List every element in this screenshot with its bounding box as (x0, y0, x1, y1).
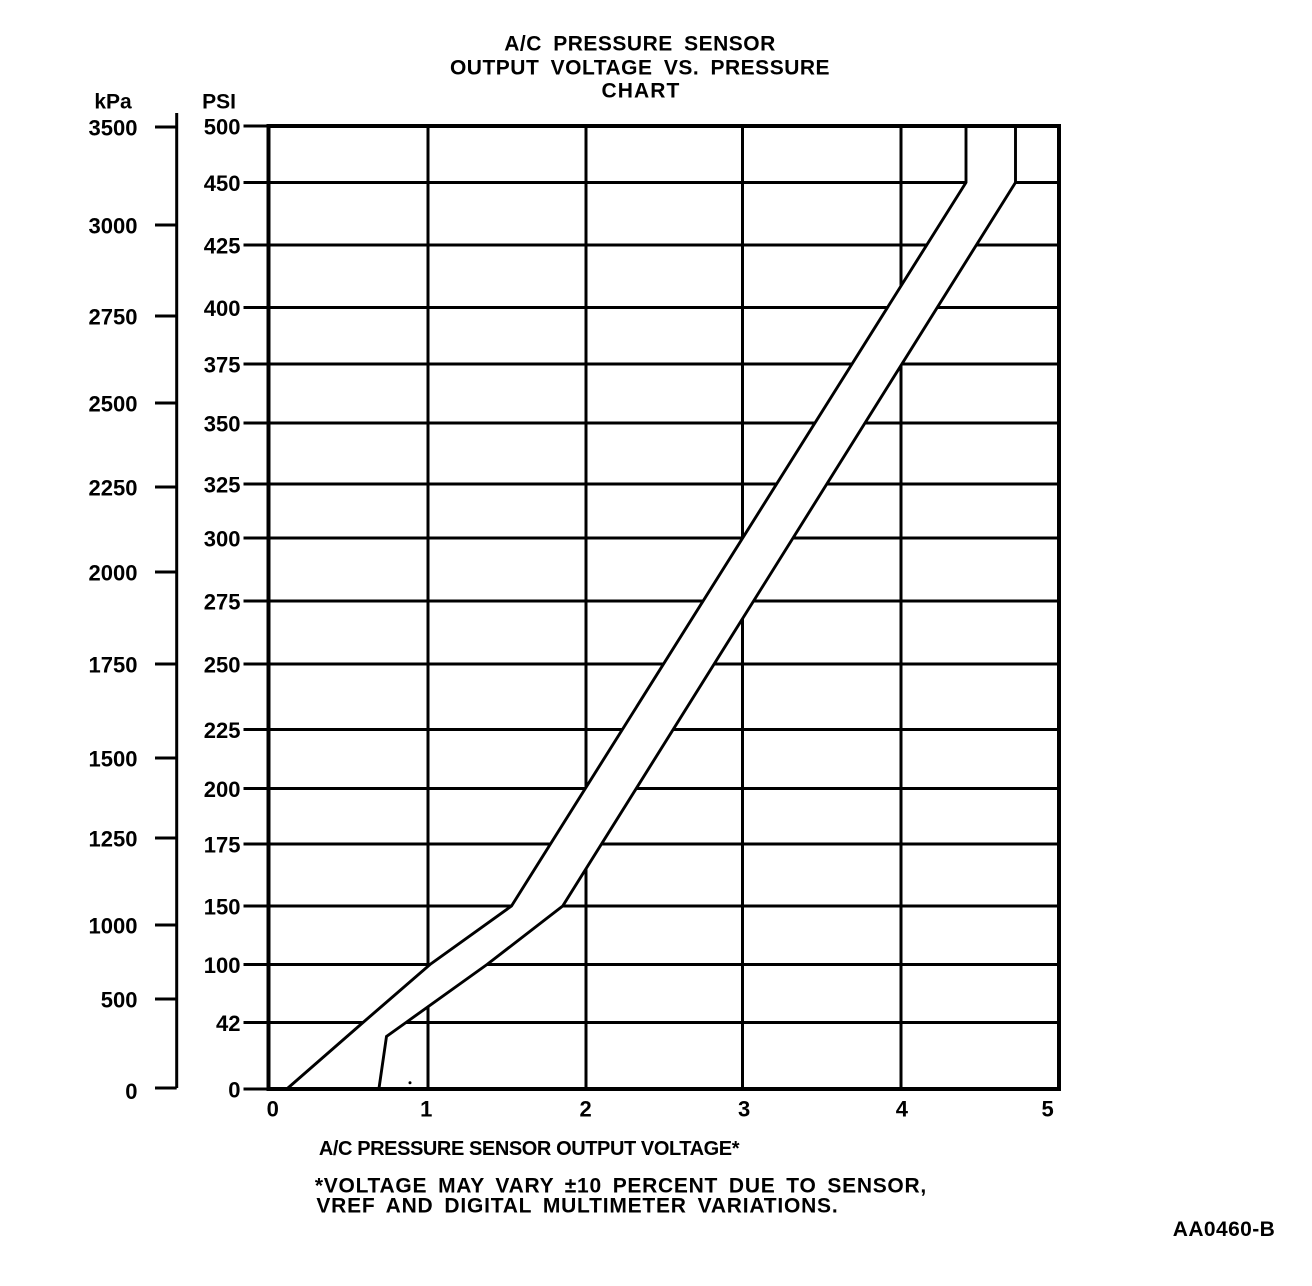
svg-text:275: 275 (204, 590, 241, 615)
svg-text:OUTPUT VOLTAGE VS. PRESSURE: OUTPUT VOLTAGE VS. PRESSURE (450, 57, 830, 80)
svg-text:5: 5 (1041, 1097, 1053, 1122)
svg-text:1000: 1000 (89, 914, 138, 939)
svg-text:500: 500 (204, 115, 241, 140)
svg-text:150: 150 (204, 895, 241, 920)
svg-text:350: 350 (204, 412, 241, 437)
svg-text:1500: 1500 (89, 747, 138, 772)
svg-text:2750: 2750 (89, 305, 138, 330)
svg-text:400: 400 (204, 296, 241, 321)
svg-text:VREF AND DIGITAL MULTIMETER VA: VREF AND DIGITAL MULTIMETER VARIATIONS. (316, 1195, 838, 1218)
svg-text:2: 2 (579, 1097, 591, 1122)
svg-text:A/C PRESSURE SENSOR: A/C PRESSURE SENSOR (504, 33, 776, 56)
svg-text:0: 0 (228, 1078, 240, 1103)
svg-text:3: 3 (738, 1097, 750, 1122)
svg-text:0: 0 (125, 1079, 137, 1104)
svg-text:375: 375 (204, 353, 241, 378)
svg-text:3000: 3000 (89, 214, 138, 239)
svg-text:A/C PRESSURE SENSOR OUTPUT VOL: A/C PRESSURE SENSOR OUTPUT VOLTAGE* (319, 1138, 740, 1160)
svg-text:100: 100 (204, 953, 241, 978)
svg-text:CHART: CHART (602, 80, 681, 103)
svg-text:2500: 2500 (89, 392, 138, 417)
svg-text:1250: 1250 (89, 827, 138, 852)
svg-text:300: 300 (204, 527, 241, 552)
svg-text:2000: 2000 (89, 561, 138, 586)
svg-text:425: 425 (204, 234, 241, 259)
svg-text:500: 500 (101, 988, 138, 1013)
svg-text:2250: 2250 (89, 476, 138, 501)
svg-text:250: 250 (204, 653, 241, 678)
svg-text:*VOLTAGE MAY VARY ±10 PERCENT: *VOLTAGE MAY VARY ±10 PERCENT DUE TO SEN… (315, 1174, 927, 1197)
svg-text:AA0460-B: AA0460-B (1173, 1218, 1275, 1241)
svg-text:kPa: kPa (94, 91, 132, 114)
svg-text:200: 200 (204, 777, 241, 802)
svg-text:42: 42 (216, 1011, 240, 1036)
svg-text:3500: 3500 (89, 116, 138, 141)
svg-text:175: 175 (204, 833, 241, 858)
svg-text:4: 4 (896, 1097, 909, 1122)
svg-text:450: 450 (204, 171, 241, 196)
svg-text:1: 1 (420, 1097, 432, 1122)
svg-text:0: 0 (267, 1097, 279, 1122)
svg-text:1750: 1750 (89, 653, 138, 678)
svg-text:PSI: PSI (202, 91, 236, 114)
svg-text:225: 225 (204, 718, 241, 743)
svg-text:325: 325 (204, 473, 241, 498)
